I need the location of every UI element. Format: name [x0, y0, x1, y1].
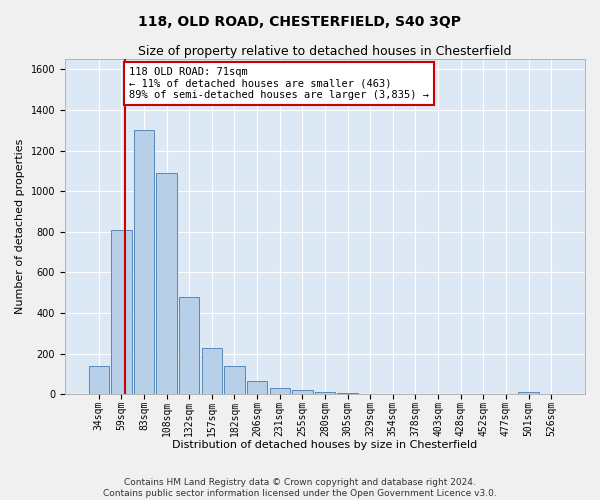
Bar: [134, 130, 154, 394]
Text: 118 OLD ROAD: 71sqm
← 11% of detached houses are smaller (463)
89% of semi-detac: 118 OLD ROAD: 71sqm ← 11% of detached ho…: [129, 67, 429, 100]
Text: Contains HM Land Registry data © Crown copyright and database right 2024.
Contai: Contains HM Land Registry data © Crown c…: [103, 478, 497, 498]
Bar: [269, 388, 290, 394]
Bar: [224, 366, 245, 394]
Bar: [89, 366, 109, 394]
Bar: [292, 390, 313, 394]
Bar: [157, 173, 177, 394]
Bar: [111, 230, 131, 394]
Bar: [179, 297, 199, 394]
Y-axis label: Number of detached properties: Number of detached properties: [15, 139, 25, 314]
Bar: [518, 392, 539, 394]
Title: Size of property relative to detached houses in Chesterfield: Size of property relative to detached ho…: [138, 45, 512, 58]
Bar: [315, 392, 335, 394]
Bar: [247, 381, 267, 394]
Text: 118, OLD ROAD, CHESTERFIELD, S40 3QP: 118, OLD ROAD, CHESTERFIELD, S40 3QP: [139, 15, 461, 29]
Bar: [202, 348, 222, 395]
X-axis label: Distribution of detached houses by size in Chesterfield: Distribution of detached houses by size …: [172, 440, 478, 450]
